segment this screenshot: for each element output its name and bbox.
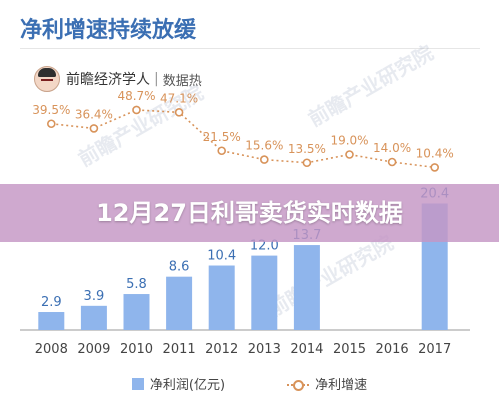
x-tick-label: 2012 [205,342,238,357]
growth-point [387,157,397,167]
growth-data-label: 47.1% [160,91,198,105]
legend-item-line: 净利增速 [287,374,367,393]
bar [293,245,320,330]
growth-point [46,119,56,129]
legend-label: 净利增速 [315,378,368,393]
growth-point [89,124,99,133]
growth-point [259,155,269,164]
bar-data-label: 5.8 [126,277,147,292]
growth-data-label: 15.6% [245,139,283,153]
x-tick-label: 2011 [163,342,196,357]
brand-name: 前瞻经济学人 [66,72,150,88]
legend-label: 净利润(亿元) [149,378,226,393]
title-divider [20,48,480,49]
bar-data-label: 3.9 [84,289,105,304]
brand: 前瞻经济学人 | 数据热 [34,66,202,92]
growth-data-label: 19.0% [330,134,368,148]
bar [80,305,107,330]
bar-data-label: 8.6 [169,260,190,275]
growth-point [430,163,440,172]
brand-subtitle: 数据热 [162,73,202,89]
bar [251,255,278,330]
brand-divider: | [154,71,159,87]
growth-data-label: 14.0% [373,141,411,155]
x-tick-label: 2016 [376,342,409,357]
legend: 净利润(亿元) 净利增速 [0,374,499,393]
overlay-text: 12月27日利哥卖货实时数据 [96,199,403,227]
avatar-icon [34,66,60,92]
bar-data-label: 2.9 [41,295,62,310]
legend-line-swatch [287,378,310,391]
bar [166,276,193,330]
bar-data-label: 10.4 [207,249,236,264]
growth-data-label: 10.4% [416,146,454,160]
x-tick-label: 2010 [120,342,153,357]
x-tick-label: 2014 [290,342,323,357]
bar-data-label: 12.0 [250,239,279,254]
growth-data-label: 39.5% [32,103,70,117]
growth-point [132,105,141,115]
x-tick-label: 2017 [418,342,451,357]
legend-bar-swatch [131,377,144,390]
x-tick-label: 2015 [333,342,366,357]
growth-data-label: 13.5% [288,142,326,156]
growth-point [345,150,354,159]
growth-point [174,108,184,117]
overlay-banner [0,184,499,242]
growth-data-label: 21.5% [203,130,241,144]
bar [38,312,65,330]
growth-line [51,109,435,169]
growth-data-label: 36.4% [75,107,113,121]
x-tick-label: 2008 [35,342,68,357]
x-tick-label: 2009 [77,342,110,357]
bar [208,265,235,330]
bar [123,294,150,330]
growth-point [302,158,312,168]
x-tick-label: 2013 [248,342,281,357]
growth-point [217,146,226,156]
growth-data-label: 48.7% [117,89,155,103]
legend-item-bar: 净利润(亿元) [131,374,226,393]
chart-title: 净利增速持续放缓 [20,18,197,43]
